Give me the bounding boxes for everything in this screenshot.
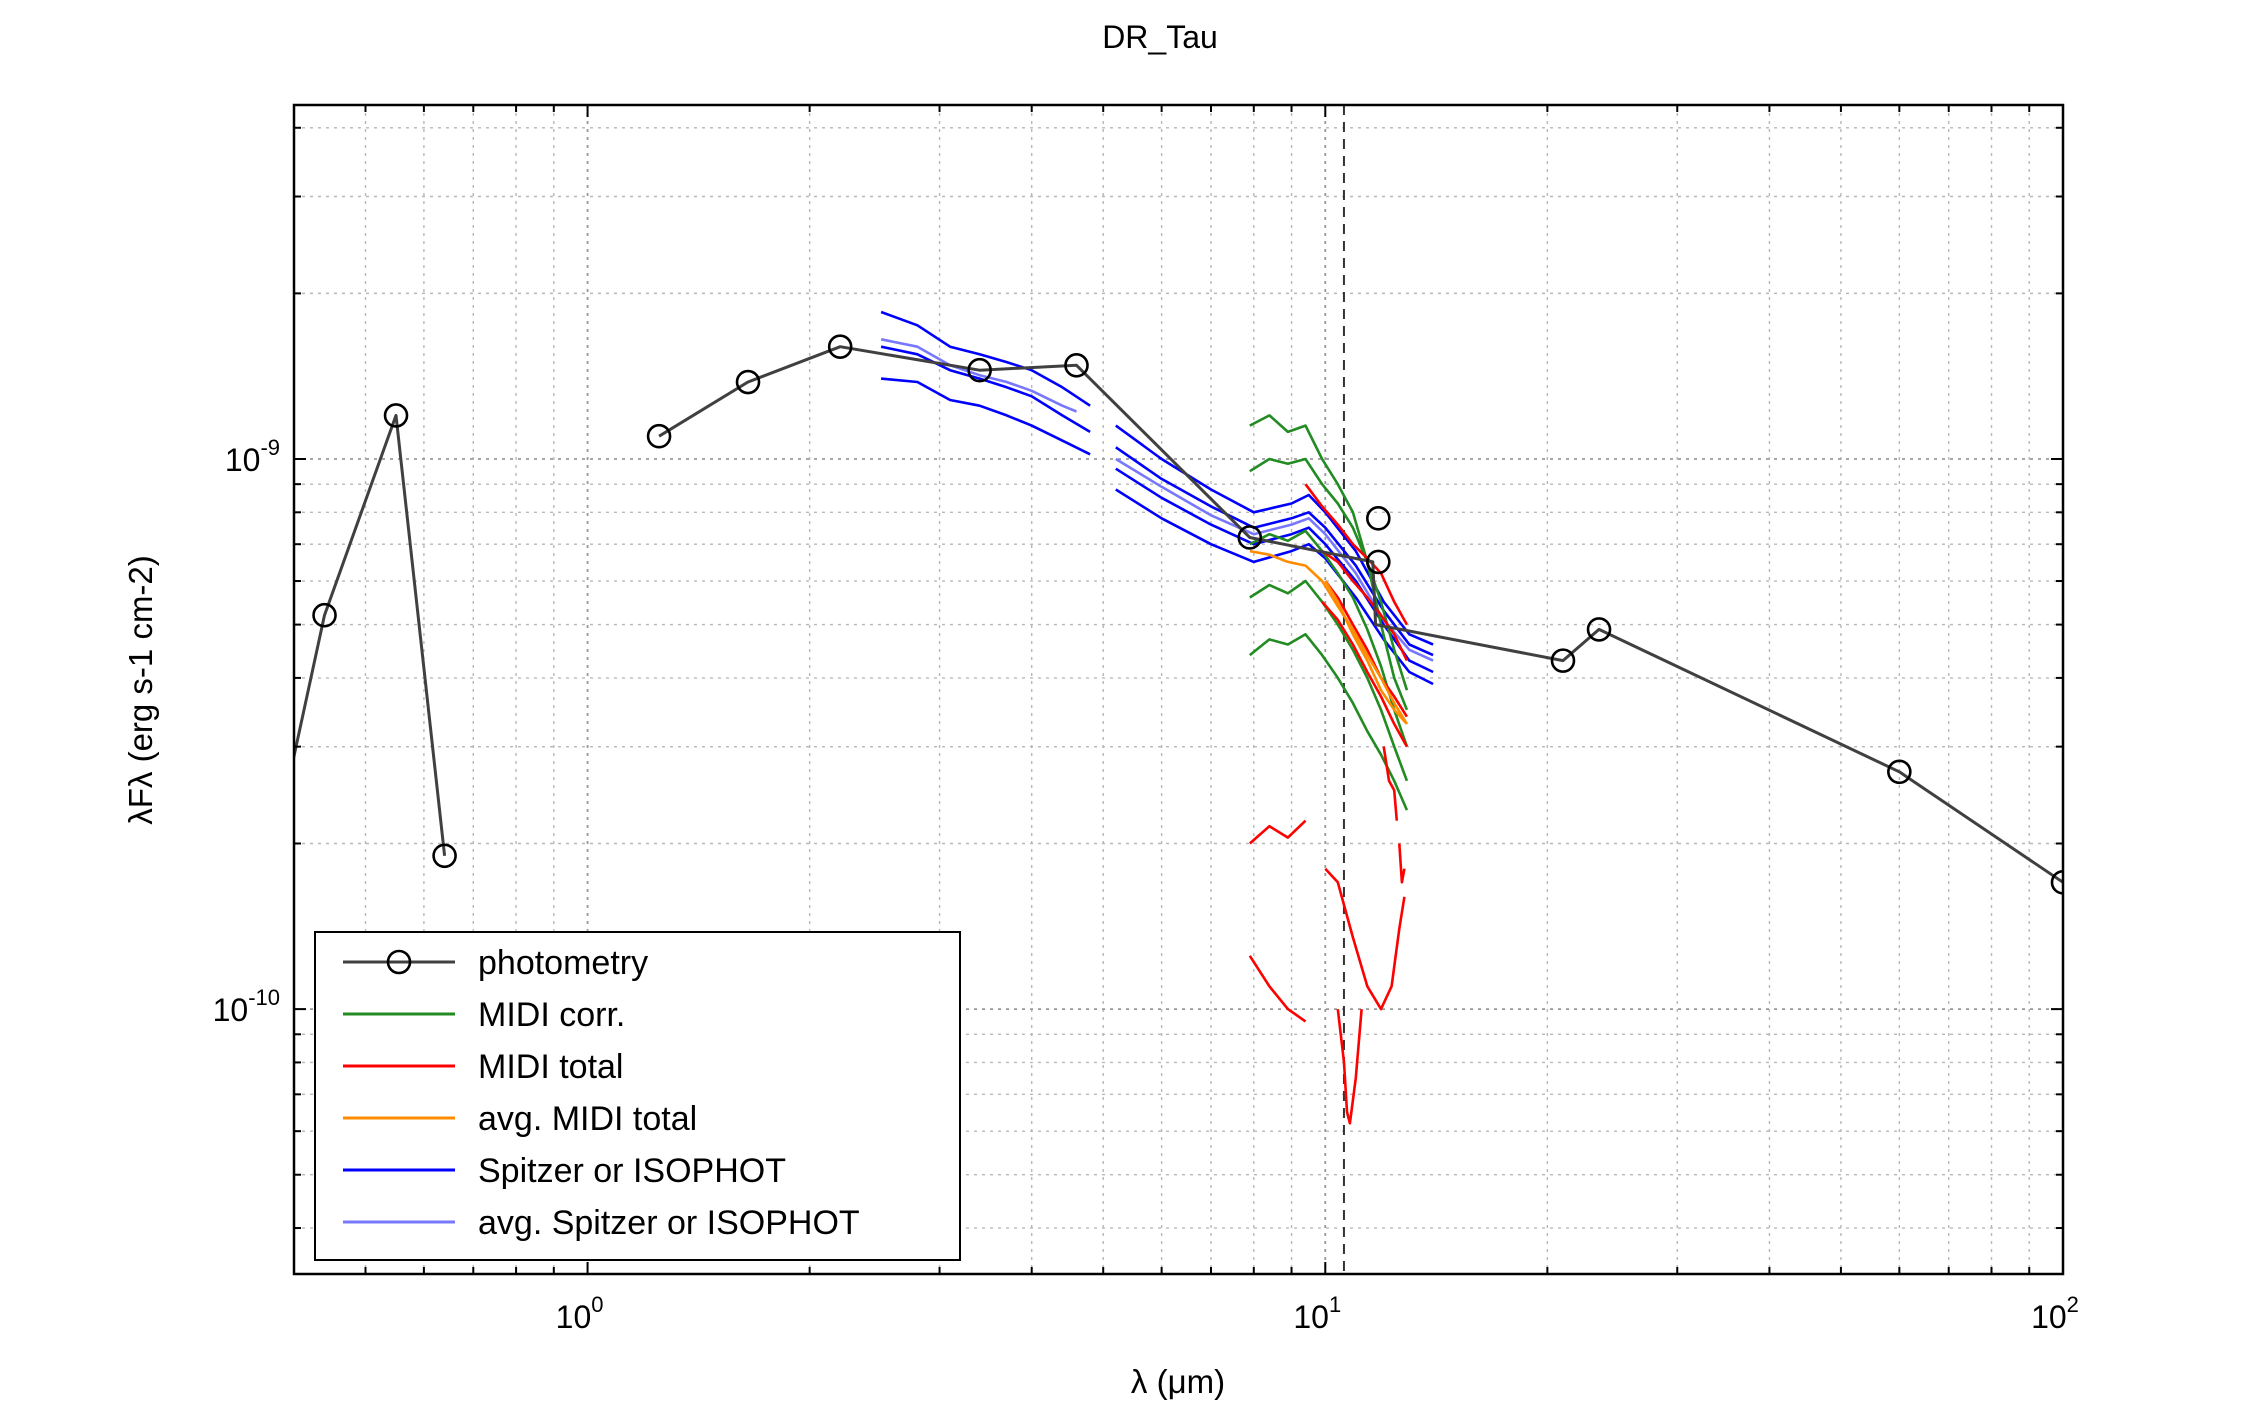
series-line-midi-total bbox=[1324, 580, 1409, 718]
series-line-midi-total bbox=[1321, 550, 1409, 662]
series-line-spitzer-or-isophot bbox=[1115, 424, 1434, 646]
x-tick-label: 102 bbox=[2031, 1292, 2079, 1335]
series-line-spitzer-or-isophot bbox=[1115, 467, 1434, 674]
legend-label-avg-spitzer-or-isophot: avg. Spitzer or ISOPHOT bbox=[478, 1204, 860, 1242]
legend-marker-photometry bbox=[386, 949, 412, 975]
series-line-spitzer-or-isophot bbox=[1115, 488, 1434, 686]
series-line-photometry bbox=[294, 413, 447, 856]
y-tick-label: 10-10 bbox=[213, 985, 280, 1028]
series-layer bbox=[294, 310, 2063, 1125]
series-line-spitzer-or-isophot bbox=[880, 345, 1091, 434]
photometry-point bbox=[1064, 353, 1089, 378]
grid bbox=[293, 105, 2064, 1274]
y-tick-label: 10-9 bbox=[225, 435, 280, 478]
chart-title: DR_Tau bbox=[1102, 19, 1218, 55]
photometry-point bbox=[967, 357, 992, 383]
photometry-point bbox=[1366, 549, 1391, 575]
plot-frame bbox=[292, 103, 2065, 1276]
marker-layer bbox=[312, 334, 2063, 895]
series-line-midi-total bbox=[1248, 819, 1307, 845]
series-line-midi-total bbox=[1324, 867, 1406, 1011]
series-line-midi-total bbox=[1382, 746, 1399, 821]
photometry-point bbox=[1586, 617, 1612, 642]
series-line-midi-total bbox=[1248, 955, 1307, 1023]
photometry-point bbox=[1550, 648, 1576, 673]
x-tick-label: 101 bbox=[1293, 1292, 1341, 1335]
photometry-point bbox=[1237, 525, 1263, 550]
legend-label-midi-corr: MIDI corr. bbox=[478, 996, 625, 1034]
series-line-midi-total bbox=[1321, 600, 1409, 748]
series-line-avg-spitzer-or-isophot bbox=[880, 338, 1077, 413]
tick-labels: 100 101 102 10-9 10-10 bbox=[213, 435, 2079, 1335]
series-line-midi-corr bbox=[1249, 457, 1409, 691]
photometry-point bbox=[646, 423, 672, 449]
series-line-spitzer-or-isophot bbox=[1115, 446, 1434, 657]
series-line-midi-total bbox=[1336, 1008, 1363, 1125]
series-line-avg-midi-total bbox=[1324, 580, 1408, 725]
legend-label-photometry: photometry bbox=[478, 944, 648, 982]
legend-box bbox=[314, 931, 961, 1261]
series-line-midi-corr bbox=[1249, 529, 1409, 748]
series-line-midi-total bbox=[1398, 843, 1406, 884]
photometry-point bbox=[1366, 506, 1391, 531]
series-line-spitzer-or-isophot bbox=[880, 377, 1091, 456]
series-line-midi-corr bbox=[1249, 579, 1409, 782]
y-axis-label: λFλ (erg s-1 cm-2) bbox=[122, 555, 159, 825]
series-line-midi-corr bbox=[1249, 414, 1409, 711]
series-line-avg-midi-total bbox=[1249, 549, 1409, 725]
axis-ticks bbox=[293, 105, 2064, 1274]
series-line-spitzer-or-isophot bbox=[880, 310, 1091, 407]
legend: photometry MIDI corr. MIDI total avg. MIDI … bbox=[314, 931, 961, 1261]
photometry-point bbox=[827, 334, 853, 359]
legend-label-spitzer-or-isophot: Spitzer or ISOPHOT bbox=[478, 1152, 786, 1190]
photometry-point bbox=[2050, 870, 2063, 895]
photometry-point bbox=[312, 602, 337, 628]
series-line-midi-total bbox=[1304, 483, 1409, 626]
legend-label-midi-total: MIDI total bbox=[478, 1048, 623, 1086]
photometry-point bbox=[432, 843, 457, 869]
photometry-point bbox=[1887, 759, 1912, 785]
photometry-point bbox=[735, 369, 761, 395]
photometry-point bbox=[383, 403, 409, 428]
series-line-photometry bbox=[658, 345, 2063, 884]
legend-label-avg-midi-total: avg. MIDI total bbox=[478, 1100, 697, 1138]
x-tick-label: 100 bbox=[556, 1292, 604, 1335]
x-axis-label: λ (μm) bbox=[1131, 1363, 1225, 1400]
